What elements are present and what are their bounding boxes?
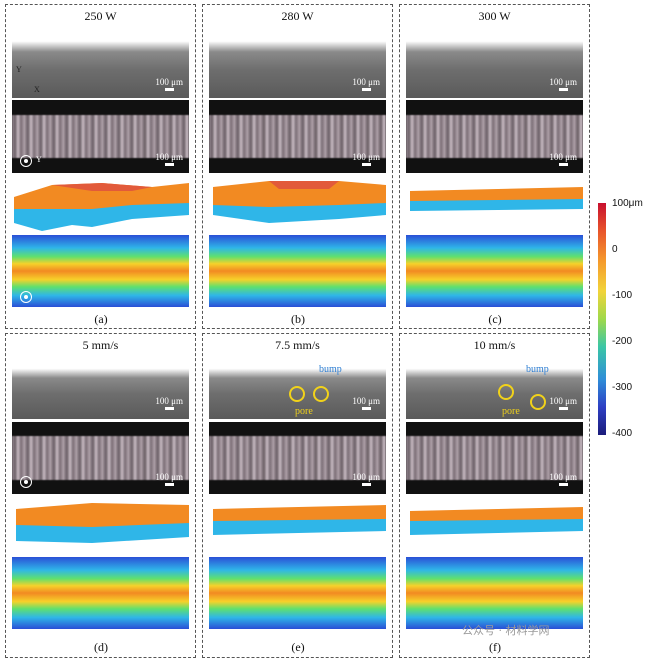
pore-annotation: pore: [502, 406, 520, 417]
bump-annotation: bump: [526, 364, 549, 375]
top-view-image: 100 μm: [406, 100, 583, 173]
pore-marker: [289, 386, 305, 402]
scale-bar: 100 μm: [352, 396, 380, 410]
colorbar-tick: 0: [612, 244, 618, 255]
panel-title: 7.5 mm/s: [275, 338, 320, 352]
axis-x-label: X: [34, 85, 40, 94]
scale-bar: 100 μm: [155, 77, 183, 91]
scale-bar: 100 μm: [549, 152, 577, 166]
side-view-image: 100 μm: [12, 356, 189, 419]
scale-bar: 100 μm: [352, 472, 380, 486]
height-color-map: [406, 235, 583, 307]
out-of-plane-icon: [20, 476, 32, 488]
scale-bar: 100 μm: [352, 77, 380, 91]
side-view-image: Y X 100 μm: [12, 27, 189, 98]
colorbar-tick: -400: [612, 428, 633, 439]
colorbar-tick: -300: [612, 382, 633, 393]
top-view-image: Y 100 μm: [12, 100, 189, 173]
axis-y-label: Y: [16, 65, 22, 74]
3d-height-map: [406, 497, 583, 555]
3d-height-map: [406, 175, 583, 233]
pore-annotation: pore: [295, 406, 313, 417]
colorbar-tick: -200: [612, 336, 633, 347]
side-view-image: 100 μm: [406, 27, 583, 98]
pore-marker: [530, 394, 546, 410]
out-of-plane-icon: [20, 155, 32, 167]
side-view-image: bump pore 100 μm: [209, 356, 386, 419]
top-view-image: 100 μm: [12, 422, 189, 494]
height-colorbar: [598, 203, 606, 435]
top-view-image: 100 μm: [209, 422, 386, 494]
bump-annotation: bump: [319, 364, 342, 375]
top-view-image: 100 μm: [406, 422, 583, 494]
panel-label: (b): [291, 312, 305, 326]
scale-bar: 100 μm: [549, 396, 577, 410]
colorbar-tick: 100μm: [612, 198, 643, 209]
3d-height-map: [209, 497, 386, 555]
height-color-map: [406, 557, 583, 629]
pore-marker: [313, 386, 329, 402]
panel-d: 5 mm/s 100 μm 100 μm (d): [5, 333, 196, 658]
scale-bar: 100 μm: [352, 152, 380, 166]
colorbar-tick: -100: [612, 290, 633, 301]
panel-e: 7.5 mm/s bump pore 100 μm 100 μm (e): [202, 333, 393, 658]
side-view-image: bump pore 100 μm: [406, 356, 583, 419]
panel-title: 300 W: [478, 9, 511, 23]
panel-label: (a): [94, 312, 108, 326]
panel-b: 280 W 100 μm 100 μm (b): [202, 4, 393, 329]
scale-bar: 100 μm: [549, 77, 577, 91]
scale-bar: 100 μm: [549, 472, 577, 486]
panel-c: 300 W 100 μm 100 μm (c): [399, 4, 590, 329]
panel-title: 280 W: [281, 9, 314, 23]
3d-height-map: [12, 497, 189, 555]
panel-title: 5 mm/s: [82, 338, 119, 352]
panel-title: 250 W: [84, 9, 117, 23]
panel-title: 10 mm/s: [473, 338, 516, 352]
scale-bar: 100 μm: [155, 152, 183, 166]
panel-label: (f): [489, 640, 501, 654]
scale-bar: 100 μm: [155, 396, 183, 410]
panel-label: (d): [94, 640, 108, 654]
panel-label: (c): [488, 312, 502, 326]
side-view-image: 100 μm: [209, 27, 386, 98]
watermark: 公众号 · 材料学网: [462, 624, 550, 637]
3d-height-map: [209, 175, 386, 233]
panel-a: 250 W Y X 100 μm Y 100 μm (a): [5, 4, 196, 329]
pore-marker: [498, 384, 514, 400]
height-color-map: [209, 235, 386, 307]
scale-bar: 100 μm: [155, 472, 183, 486]
top-view-image: 100 μm: [209, 100, 386, 173]
height-color-map: [209, 557, 386, 629]
out-of-plane-icon: [20, 291, 32, 303]
3d-height-map: [12, 175, 189, 233]
panel-label: (e): [291, 640, 305, 654]
axis-y-label: Y: [36, 155, 42, 164]
height-color-map: [12, 557, 189, 629]
panel-f: 10 mm/s bump pore 100 μm 100 μm (f): [399, 333, 590, 658]
height-color-map: [12, 235, 189, 307]
